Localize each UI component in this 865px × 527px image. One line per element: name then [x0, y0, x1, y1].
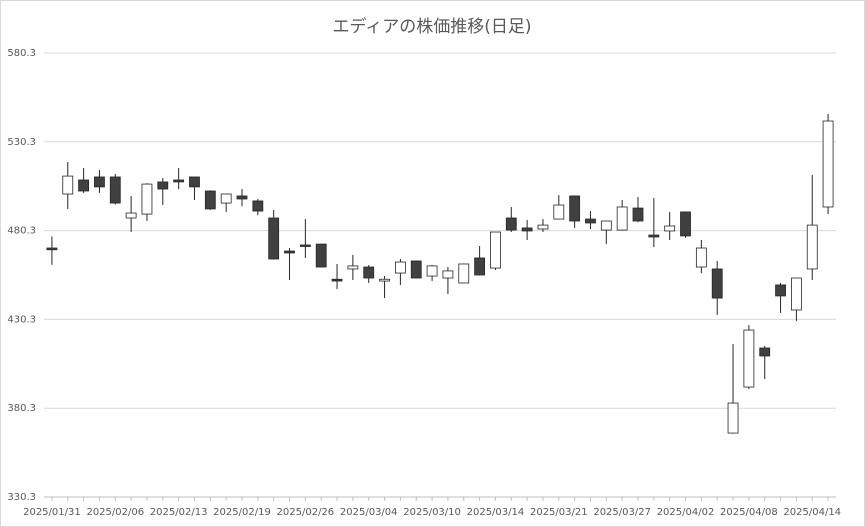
candle-body — [220, 193, 232, 204]
x-tick-label: 2025/02/19 — [213, 507, 271, 518]
candle-body — [141, 183, 153, 215]
candle-body — [62, 175, 74, 195]
y-tick-label: 480.3 — [7, 226, 36, 237]
x-tick-label: 2025/01/31 — [23, 507, 81, 518]
x-tick-label: 2025/03/21 — [530, 507, 588, 518]
chart-title: エディアの株価推移(日足) — [332, 16, 531, 37]
x-tick-label: 2025/02/26 — [277, 507, 335, 518]
y-tick-label: 380.3 — [7, 403, 36, 414]
y-tick-label: 580.3 — [7, 48, 36, 59]
candle-body — [505, 217, 517, 231]
candle-body — [616, 206, 628, 231]
candle-body — [553, 204, 565, 220]
y-tick-label: 430.3 — [7, 314, 36, 325]
candle-body — [569, 195, 581, 222]
candle-body — [664, 225, 676, 232]
candle-body — [775, 284, 786, 297]
candle-body — [109, 176, 121, 204]
candle-body — [331, 278, 343, 282]
x-tick-label: 2025/03/14 — [467, 507, 525, 518]
candle-body — [648, 234, 660, 238]
candle-body — [157, 181, 169, 190]
candle-body — [94, 176, 105, 188]
candle-body — [806, 224, 818, 270]
candle-body — [632, 207, 644, 222]
candle-body — [743, 329, 755, 388]
candle-body — [299, 244, 311, 247]
candle-body — [252, 200, 264, 212]
candle-body — [727, 402, 739, 434]
candle-body — [78, 179, 89, 192]
candle-body — [268, 217, 280, 260]
candle-body — [521, 227, 533, 232]
candle-body — [379, 278, 390, 282]
candle-body — [363, 266, 375, 279]
candle-body — [46, 247, 58, 251]
candle-body — [822, 120, 834, 208]
candle-body — [315, 243, 327, 268]
y-tick-label: 330.3 — [7, 492, 36, 503]
candle-body — [537, 224, 549, 230]
candle-body — [426, 265, 438, 277]
x-tick-label: 2025/03/27 — [593, 507, 651, 518]
candle-body — [585, 218, 596, 224]
candle-body — [236, 195, 248, 200]
x-tick-label: 2025/03/04 — [340, 507, 398, 518]
candle-body — [458, 263, 470, 284]
candle-body — [125, 212, 137, 219]
x-tick-label: 2025/03/10 — [403, 507, 461, 518]
candle-body — [394, 261, 406, 274]
candle-body — [410, 260, 422, 279]
candle-body — [474, 257, 486, 276]
candle-body — [791, 277, 802, 311]
candle-body — [695, 247, 707, 268]
x-tick-label: 2025/02/06 — [86, 507, 144, 518]
candle-body — [347, 265, 359, 270]
candle-body — [173, 179, 185, 183]
candle-body — [204, 190, 216, 210]
candle-body — [759, 347, 771, 357]
x-tick-label: 2025/04/02 — [657, 507, 715, 518]
candle-body — [600, 220, 612, 231]
candle-body — [490, 231, 501, 269]
x-tick-label: 2025/04/14 — [783, 507, 841, 518]
x-tick-label: 2025/02/13 — [150, 507, 208, 518]
candle-body — [680, 211, 691, 237]
candle-body — [189, 176, 200, 188]
candle-body — [442, 270, 454, 279]
candle-body — [284, 250, 295, 254]
candle-body — [711, 268, 723, 299]
y-tick-label: 530.3 — [7, 137, 36, 148]
x-tick-label: 2025/04/08 — [720, 507, 778, 518]
